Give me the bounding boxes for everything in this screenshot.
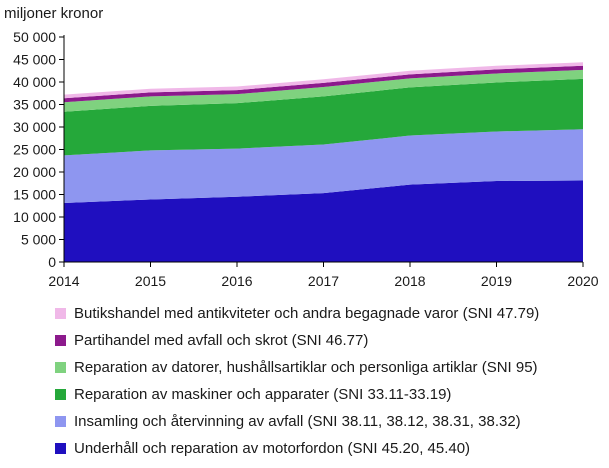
legend-item: Partihandel med avfall och skrot (SNI 46… xyxy=(55,327,539,354)
area-series-3 xyxy=(64,78,583,156)
x-tick-label: 2014 xyxy=(48,273,79,289)
y-tick-label: 0 xyxy=(48,254,56,270)
area-series-2 xyxy=(64,129,583,204)
area-series-group xyxy=(64,62,583,262)
legend-item: Butikshandel med antikviteter och andra … xyxy=(55,300,539,327)
x-tick-label: 2017 xyxy=(308,273,339,289)
area-series-4 xyxy=(64,69,583,112)
chart-legend: Butikshandel med antikviteter och andra … xyxy=(55,300,539,462)
area-series-1 xyxy=(64,180,583,262)
legend-swatch xyxy=(55,308,66,319)
y-tick-label: 25 000 xyxy=(13,142,56,158)
y-tick-label: 30 000 xyxy=(13,119,56,135)
y-tick-label: 50 000 xyxy=(13,29,56,45)
legend-label: Partihandel med avfall och skrot (SNI 46… xyxy=(74,332,369,349)
stacked-area-chart: miljoner kronor 0 5 000 10 000 15 000 20 000… xyxy=(4,5,599,289)
y-tick-label: 45 000 xyxy=(13,52,56,68)
x-tick-label: 2015 xyxy=(135,273,166,289)
legend-swatch xyxy=(55,443,66,454)
y-tick-label: 15 000 xyxy=(13,187,56,203)
axes-group: 0 5 000 10 000 15 000 20 000 25 000 30 000 35 0… xyxy=(13,29,599,289)
y-axis-title: miljoner kronor xyxy=(4,5,103,22)
y-tick-label: 10 000 xyxy=(13,209,56,225)
legend-label: Reparation av datorer, hushållsartiklar … xyxy=(74,359,538,376)
y-tick-label: 5 000 xyxy=(21,232,56,248)
x-tick-label: 2019 xyxy=(481,273,512,289)
legend-label: Underhåll och reparation av motorfordon … xyxy=(74,440,471,457)
area-series-5 xyxy=(64,65,583,103)
x-tick-label: 2016 xyxy=(221,273,252,289)
x-tick-label: 2018 xyxy=(394,273,425,289)
area-series-6 xyxy=(64,62,583,99)
legend-item: Reparation av datorer, hushållsartiklar … xyxy=(55,354,539,381)
legend-label: Insamling och återvinning av avfall (SNI… xyxy=(74,413,521,430)
legend-item: Reparation av maskiner och apparater (SN… xyxy=(55,381,539,408)
y-tick-label: 20 000 xyxy=(13,164,56,180)
legend-swatch xyxy=(55,416,66,427)
legend-swatch xyxy=(55,362,66,373)
legend-label: Butikshandel med antikviteter och andra … xyxy=(74,305,540,322)
legend-label: Reparation av maskiner och apparater (SN… xyxy=(74,386,452,403)
legend-swatch xyxy=(55,335,66,346)
y-tick-label: 40 000 xyxy=(13,74,56,90)
legend-swatch xyxy=(55,389,66,400)
legend-item: Underhåll och reparation av motorfordon … xyxy=(55,435,539,462)
y-tick-label: 35 000 xyxy=(13,97,56,113)
legend-item: Insamling och återvinning av avfall (SNI… xyxy=(55,408,539,435)
x-tick-label: 2020 xyxy=(567,273,598,289)
